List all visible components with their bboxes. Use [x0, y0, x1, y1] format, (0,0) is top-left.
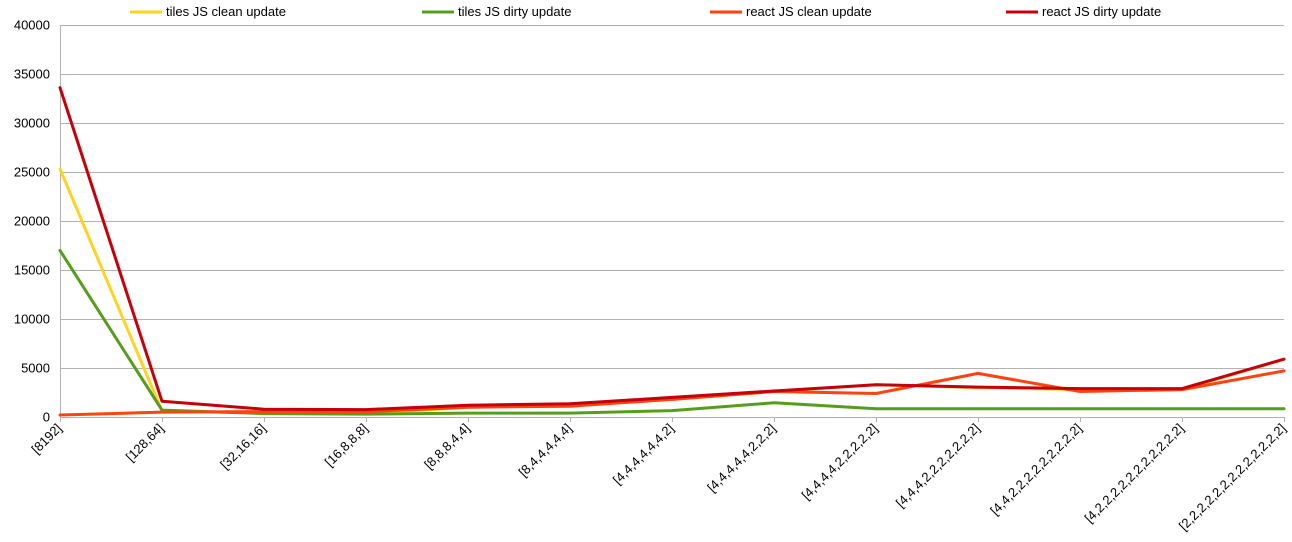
y-tick-label: 10000	[14, 312, 50, 327]
legend-label: react JS dirty update	[1042, 4, 1161, 19]
legend-label: tiles JS dirty update	[458, 4, 571, 19]
y-tick-label: 15000	[14, 263, 50, 278]
chart-legend: tiles JS clean update tiles JS dirty upda…	[130, 4, 1161, 19]
y-axis-tick-labels: 0 5000 10000 15000 20000 25000 30000 35000 40000	[14, 18, 50, 425]
x-tick-label: [8,4,4,4,4,4]	[515, 421, 574, 480]
x-tick-label: [4,4,4,4,4,4,2]	[610, 421, 677, 488]
y-tick-label: 20000	[14, 214, 50, 229]
y-tick-label: 5000	[21, 361, 50, 376]
legend-label: tiles JS clean update	[166, 4, 286, 19]
x-tick-label: [4,4,2,2,2,2,2,2,2,2,2]	[987, 421, 1084, 518]
x-tick-label: [4,2,2,2,2,2,2,2,2,2,2,2]	[1081, 421, 1186, 526]
x-tick-label: [4,4,4,2,2,2,2,2,2,2]	[893, 421, 983, 511]
y-tick-label: 25000	[14, 165, 50, 180]
x-axis-tick-labels: [8192] [128,64] [32,16,16] [16,8,8,8] [8,8,8…	[28, 421, 1288, 534]
y-tick-label: 0	[43, 410, 50, 425]
y-tick-label: 40000	[14, 18, 50, 33]
series-line-tiles-js-clean-update	[58, 167, 1286, 416]
x-tick-label: [32,16,16]	[217, 421, 268, 472]
series-line-react-js-dirty-update	[58, 86, 1286, 412]
x-tick-label: [128,64]	[123, 421, 167, 465]
chart-series	[58, 86, 1286, 417]
x-tick-label: [8192]	[28, 421, 64, 457]
legend-label: react JS clean update	[746, 4, 872, 19]
y-tick-label: 30000	[14, 116, 50, 131]
x-tick-label: [2,2,2,2,2,2,2,2,2,2,2,2,2]	[1176, 421, 1289, 534]
x-tick-label: [4,4,4,4,2,2,2,2,2]	[798, 421, 880, 503]
chart-gridlines	[60, 25, 1285, 422]
x-tick-label: [4,4,4,4,4,2,2,2]	[704, 421, 779, 496]
x-tick-label: [8,8,8,4,4]	[421, 421, 472, 472]
y-tick-label: 35000	[14, 67, 50, 82]
x-tick-label: [16,8,8,8]	[322, 421, 371, 470]
